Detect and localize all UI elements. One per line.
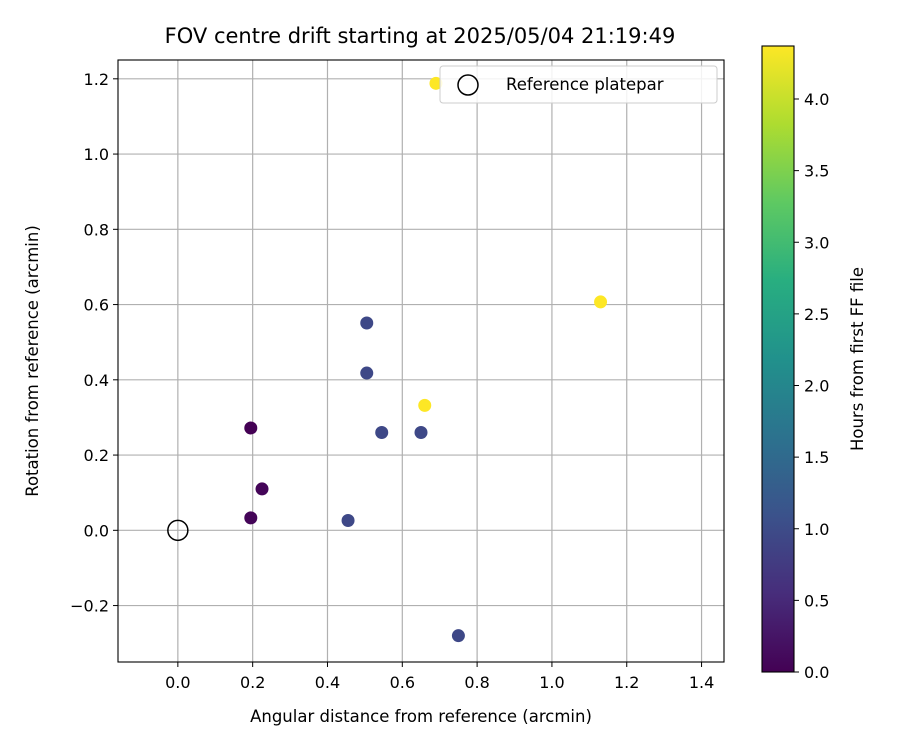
colorbar-gradient (762, 46, 794, 672)
colorbar-ticks: 0.0 0.5 1.0 1.5 2.0 2.5 3.0 3.5 4.0 (794, 90, 829, 682)
colorbar-tick-label: 0.0 (804, 663, 829, 682)
colorbar-tick-label: 2.5 (804, 305, 829, 324)
reference-platepar-marker (167, 519, 189, 542)
colorbar: 0.0 0.5 1.0 1.5 2.0 2.5 3.0 3.5 4.0 Hours from f… (761, 45, 867, 682)
data-point (414, 425, 428, 439)
colorbar-frame (761, 45, 795, 673)
x-tick-label: 0.4 (315, 673, 340, 692)
data-point (594, 295, 608, 309)
axis-ticks: 0.0 0.2 0.4 0.6 0.8 1.0 1.2 1.4 −0.2 0.0 0.2 0.4 0.6… (70, 70, 714, 692)
x-tick-label: 0.6 (390, 673, 415, 692)
legend-marker-icon (457, 74, 479, 96)
colorbar-tick-label: 0.5 (804, 591, 829, 610)
legend-entry-reference-platepar: Reference platepar (506, 75, 664, 94)
y-tick-label: 0.8 (84, 220, 109, 239)
data-point (375, 425, 389, 439)
plot-frame (117, 59, 725, 663)
data-point (418, 398, 432, 412)
x-tick-label: 0.0 (165, 673, 190, 692)
data-point (255, 482, 269, 496)
y-tick-label: 0.0 (84, 521, 109, 540)
y-tick-label: 0.2 (84, 446, 109, 465)
grid-lines (118, 60, 724, 662)
data-point (360, 366, 374, 380)
colorbar-tick-label: 1.5 (804, 448, 829, 467)
colorbar-tick-label: 2.0 (804, 377, 829, 396)
y-axis-label: Rotation from reference (arcmin) (23, 225, 42, 497)
legend-box (439, 65, 718, 104)
legend: Reference platepar (439, 65, 718, 104)
colorbar-label: Hours from first FF file (848, 267, 867, 451)
y-tick-label: 0.6 (84, 296, 109, 315)
colorbar-tick-label: 4.0 (804, 90, 829, 109)
y-tick-label: 0.4 (84, 371, 109, 390)
data-point (244, 511, 258, 525)
y-tick-label: 1.2 (84, 70, 109, 89)
data-point (341, 514, 355, 528)
colorbar-tick-label: 1.0 (804, 520, 829, 539)
chart-title: FOV centre drift starting at 2025/05/04 … (165, 24, 676, 48)
colorbar-tick-label: 3.5 (804, 162, 829, 181)
x-axis-label: Angular distance from reference (arcmin) (250, 707, 592, 726)
x-tick-label: 1.4 (689, 673, 714, 692)
x-tick-label: 0.8 (464, 673, 489, 692)
x-tick-label: 0.2 (240, 673, 265, 692)
data-point (429, 76, 443, 90)
data-markers (167, 76, 608, 643)
x-tick-label: 1.0 (539, 673, 564, 692)
x-tick-label: 1.2 (614, 673, 639, 692)
colorbar-tick-label: 3.0 (804, 233, 829, 252)
y-tick-label: 1.0 (84, 145, 109, 164)
data-point (451, 629, 465, 643)
data-point (244, 421, 258, 435)
data-point (360, 316, 374, 330)
y-tick-label: −0.2 (70, 597, 109, 616)
